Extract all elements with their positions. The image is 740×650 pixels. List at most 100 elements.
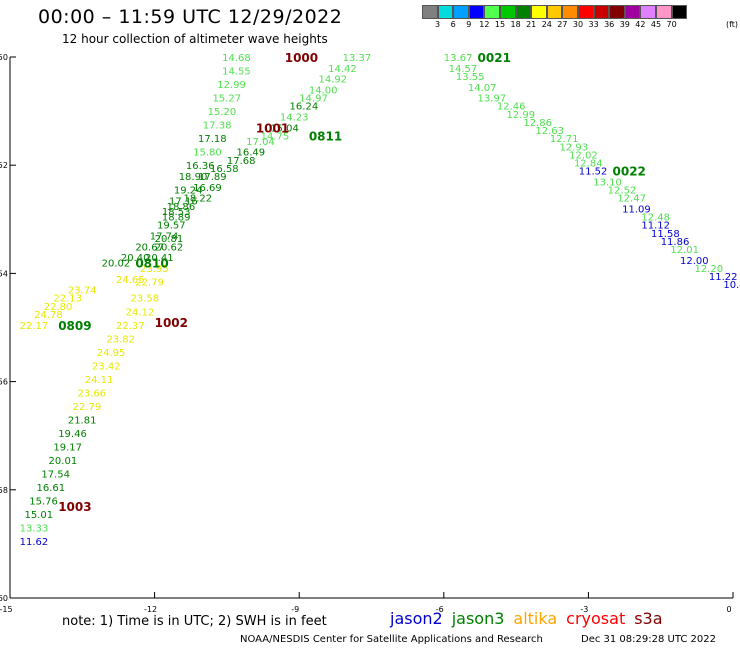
wave-height-label: 11.09	[622, 204, 651, 215]
wave-height-label: 14.42	[328, 64, 357, 75]
wave-height-label: 19.46	[58, 429, 87, 440]
lon-tick-label: 0	[726, 605, 731, 612]
lon-tick-label: -9	[291, 605, 299, 612]
legend-swatch	[624, 5, 641, 19]
wave-height-label: 23.95	[140, 264, 169, 275]
wave-height-label: 11.52	[579, 167, 608, 178]
pass-time-label: 0022	[613, 165, 646, 179]
legend-swatch	[531, 5, 547, 19]
lon-tick-label: -3	[580, 605, 588, 612]
wave-height-label: 12.86	[523, 118, 552, 129]
wave-height-label: 11.58	[651, 229, 680, 240]
timestamp: Dec 31 08:29:28 UTC 2022	[581, 634, 716, 645]
wave-height-label: 12.63	[535, 126, 564, 137]
wave-height-label: 15.27	[212, 94, 241, 105]
lon-tick-label: -12	[144, 605, 157, 612]
lat-tick-label: -56	[0, 378, 8, 387]
wave-height-label: 15.76	[29, 497, 58, 508]
wave-height-label: 13.10	[593, 177, 622, 188]
wave-height-label: 17.54	[41, 470, 70, 481]
wave-height-label: 24.95	[97, 348, 126, 359]
legend-swatch	[577, 5, 594, 19]
legend-label: 21	[526, 20, 537, 29]
legend-label: 36	[604, 20, 615, 29]
wave-height-label: 24.65	[116, 275, 145, 286]
wave-height-label: 14.57	[449, 64, 478, 75]
page-subtitle: 12 hour collection of altimeter wave hei…	[62, 32, 328, 46]
wave-height-label: 12.00	[680, 256, 709, 267]
wave-height-label: 19.57	[157, 221, 186, 232]
wave-height-label: 12.02	[569, 150, 598, 161]
satellite-altika: altika	[513, 609, 558, 628]
pass-time-label: 0809	[58, 319, 91, 333]
wave-height-label: 18.89	[162, 213, 191, 224]
wave-height-label: 17.16	[169, 196, 198, 207]
wave-height-label: 23.42	[92, 361, 121, 372]
legend-swatch	[499, 5, 516, 19]
legend-swatch	[593, 5, 610, 19]
wave-height-label: 16.24	[290, 102, 319, 113]
wave-height-label: 24.78	[34, 310, 63, 321]
wave-height-label: 17.18	[198, 134, 227, 145]
pass-time-label: 0810	[135, 257, 168, 271]
lat-tick-label: -50	[0, 53, 8, 62]
wave-height-label: 23.82	[106, 334, 135, 345]
color-legend: 3 6 9 12 15 18 21 24 27 30 33 36 39 42 45 70 (ft)	[422, 5, 740, 31]
legend-unit: (ft)	[726, 20, 739, 29]
wave-height-label: 17.04	[246, 137, 275, 148]
wave-height-label: 15.04	[270, 123, 299, 134]
wave-height-label: 16.58	[210, 164, 239, 175]
wave-height-label: 14.07	[468, 83, 497, 94]
wave-height-label: 17.38	[203, 121, 232, 132]
legend-label: 27	[557, 20, 568, 29]
legend-swatch	[468, 5, 485, 19]
wave-height-label: 22.13	[53, 294, 82, 305]
satellite-legend: jason2 jason3 altika cryosat s3a	[390, 609, 672, 628]
wave-height-label: 22.37	[116, 321, 145, 332]
lat-tick-label: -54	[0, 269, 8, 278]
wave-height-label: 16.61	[37, 483, 66, 494]
lon-tick-label: -6	[436, 605, 444, 612]
wave-height-label: 22.80	[44, 302, 73, 313]
wave-height-label: 18.86	[167, 202, 196, 213]
wave-height-label: 22.79	[73, 402, 102, 413]
wave-height-label: 20.40	[121, 253, 150, 264]
legend-swatch	[655, 5, 672, 19]
wave-height-label: 13.67	[444, 53, 473, 64]
footnote: note: 1) Time is in UTC; 2) SWH is in fe…	[62, 614, 327, 629]
wave-height-label: 17.74	[150, 232, 179, 243]
legend-label: 24	[541, 20, 552, 29]
wave-height-label: 18.53	[162, 207, 191, 218]
wave-height-label: 23.74	[68, 286, 97, 297]
lat-tick-label: -58	[0, 486, 8, 495]
satellite-jason2: jason2	[390, 609, 443, 628]
wave-height-label: 11.86	[661, 237, 690, 248]
wave-height-label: 15.20	[208, 107, 237, 118]
wave-height-label: 12.47	[617, 194, 646, 205]
legend-label: 18	[510, 20, 521, 29]
wave-height-label: 17.89	[198, 172, 227, 183]
pass-time-label: 0021	[478, 51, 511, 65]
legend-label: 15	[494, 20, 506, 29]
wave-height-label: 20.62	[155, 242, 184, 253]
lon-tick-label: -15	[0, 605, 13, 612]
wave-height-label: 12.20	[694, 264, 723, 275]
wave-height-label: 18.22	[184, 194, 213, 205]
wave-height-label: 12.46	[497, 102, 526, 113]
wave-height-label: 14.55	[222, 67, 251, 78]
legend-label: 45	[650, 20, 662, 29]
wave-height-label: 12.84	[574, 158, 603, 169]
legend-label: 3	[435, 20, 441, 29]
wave-height-label: 14.23	[280, 113, 309, 124]
lat-tick-label: -60	[0, 594, 8, 603]
wave-height-label: 14.97	[299, 94, 328, 105]
wave-height-label: 14.68	[222, 53, 251, 64]
satellite-cryosat: cryosat	[566, 609, 626, 628]
wave-height-label: 21.81	[68, 415, 97, 426]
wave-height-label: 13.37	[343, 53, 372, 64]
legend-swatch	[484, 5, 500, 19]
wave-height-label: 15.01	[24, 510, 53, 521]
wave-height-label: 23.66	[77, 388, 106, 399]
wave-height-label: 14.92	[318, 75, 347, 86]
wave-height-label: 13.97	[478, 94, 507, 105]
